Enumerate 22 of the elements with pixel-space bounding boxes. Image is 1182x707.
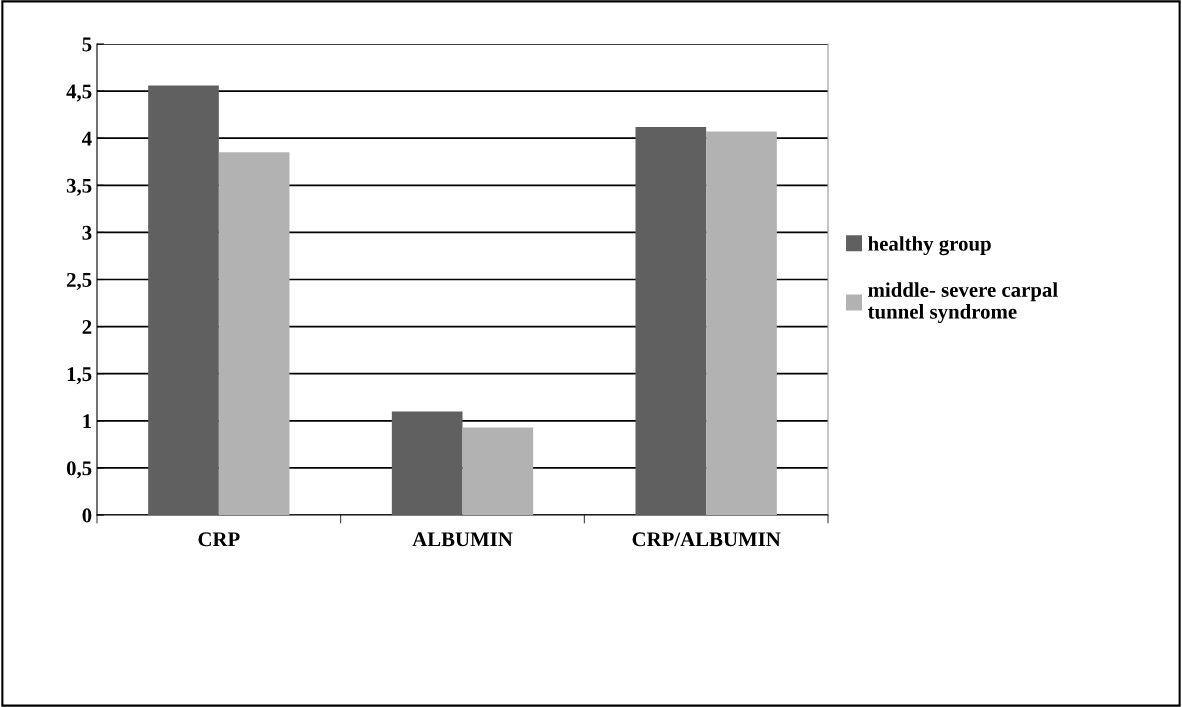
x-tick-label: CRP/ALBUMIN bbox=[632, 532, 781, 547]
y-tick-label: 0 bbox=[82, 508, 92, 523]
y-tick-label: 3,5 bbox=[66, 178, 92, 196]
bar bbox=[218, 152, 290, 515]
legend-label: healthy group bbox=[868, 236, 991, 256]
bar bbox=[462, 427, 534, 515]
y-tick-label: 1,5 bbox=[67, 367, 92, 385]
y-tick-label: 4 bbox=[82, 131, 92, 146]
y-tick-label: 3 bbox=[82, 225, 92, 240]
bar bbox=[706, 131, 777, 515]
x-tick-label: CRP bbox=[198, 532, 240, 547]
y-tick-label: 0,5 bbox=[66, 461, 92, 479]
y-tick-label: 1 bbox=[83, 414, 92, 429]
bar bbox=[635, 126, 707, 515]
y-tick-label: 4,5 bbox=[66, 84, 92, 102]
bar bbox=[391, 411, 463, 515]
x-tick-label: ALBUMIN bbox=[412, 532, 513, 547]
y-tick-label: 2 bbox=[82, 320, 92, 334]
bar bbox=[148, 85, 219, 515]
y-tick-label: 2,5 bbox=[66, 272, 92, 290]
legend-label: middle- severe carpal tunnel syndrome bbox=[867, 282, 1058, 323]
y-tick-label: 5 bbox=[82, 37, 92, 52]
